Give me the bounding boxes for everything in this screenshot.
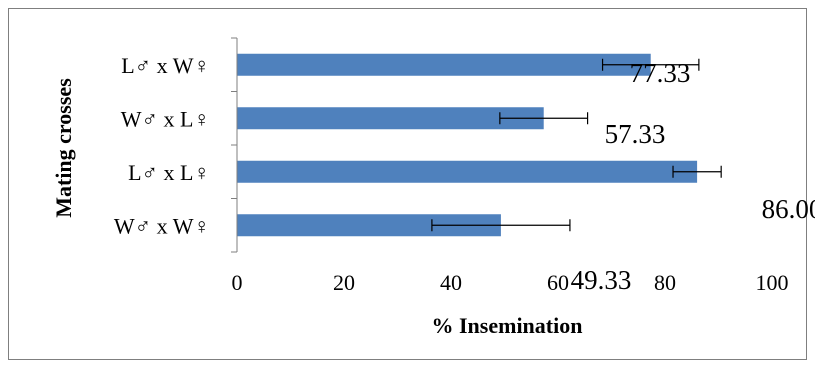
bar: [237, 54, 651, 76]
data-label: 86.00: [762, 194, 815, 224]
category-label: L♂ x L♀: [128, 160, 210, 185]
x-tick-label: 40: [440, 270, 462, 295]
x-tick-label: 80: [654, 270, 676, 295]
x-axis-title: % Insemination: [432, 313, 583, 338]
y-axis-title: Mating crosses: [51, 78, 76, 218]
data-label: 57.33: [605, 119, 666, 149]
x-tick-label: 20: [333, 270, 355, 295]
bar: [237, 161, 697, 183]
bar: [237, 107, 544, 129]
x-tick-label: 60: [547, 270, 569, 295]
x-tick-label: 0: [232, 270, 243, 295]
category-label: L♂ x W♀: [121, 53, 210, 78]
category-label: W♂ x L♀: [121, 106, 210, 131]
x-tick-label: 100: [756, 270, 789, 295]
category-label: W♂ x W♀: [114, 213, 210, 238]
data-label: 77.33: [630, 58, 691, 88]
axes-layer: [231, 38, 237, 252]
data-label: 49.33: [571, 265, 632, 295]
